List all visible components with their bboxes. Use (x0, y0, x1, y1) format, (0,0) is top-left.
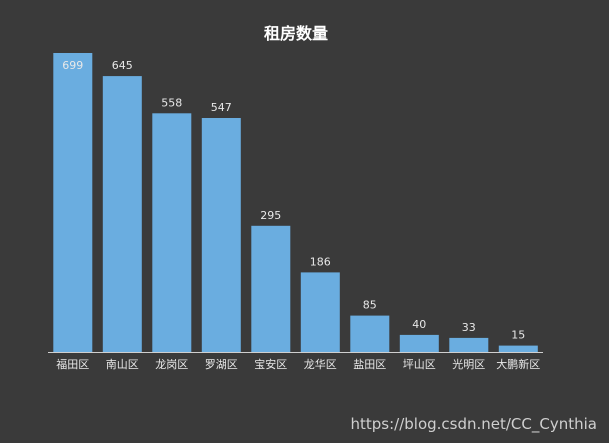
bars-group (53, 53, 538, 352)
bar (152, 113, 192, 352)
bar (201, 118, 241, 352)
bar (251, 225, 291, 352)
bar-value-label: 85 (363, 299, 377, 312)
x-tick-label: 盐田区 (353, 358, 386, 371)
bar (449, 337, 489, 352)
x-tick-label: 坪山区 (403, 358, 436, 371)
x-tick-label: 龙岗区 (155, 358, 188, 371)
bar-value-label: 295 (260, 209, 281, 222)
chart-title: 租房数量 (264, 24, 328, 43)
bar (350, 315, 390, 352)
bar-value-label: 547 (211, 101, 232, 114)
bar-value-label: 33 (462, 321, 476, 334)
bar-value-label: 15 (511, 329, 525, 342)
bar (300, 272, 340, 352)
bar-value-label: 645 (112, 59, 133, 72)
x-tick-label: 龙华区 (304, 357, 337, 371)
x-tick-label: 南山区 (106, 358, 139, 371)
x-tick-label: 光明区 (452, 357, 485, 371)
x-tick-label: 福田区 (56, 357, 89, 371)
watermark-text: https://blog.csdn.net/CC_Cynthia (350, 415, 597, 433)
bar (399, 334, 439, 352)
bar-labels-group: 699 645 558 547 295 186 85 40 33 15 (62, 59, 525, 342)
x-tick-label: 罗湖区 (205, 358, 238, 371)
bar (498, 345, 538, 352)
x-tick-labels-group: 福田区 南山区 龙岗区 罗湖区 宝安区 龙华区 盐田区 坪山区 光明区 大鹏新区 (56, 357, 540, 371)
bar-value-label: 558 (161, 96, 182, 109)
x-tick-label: 大鹏新区 (496, 357, 540, 371)
bar-value-label: 699 (62, 59, 83, 72)
x-tick-label: 宝安区 (254, 357, 287, 371)
bar-value-label: 40 (412, 318, 426, 331)
bar (53, 53, 93, 352)
bar-value-label: 186 (310, 255, 331, 268)
bar (102, 76, 142, 352)
